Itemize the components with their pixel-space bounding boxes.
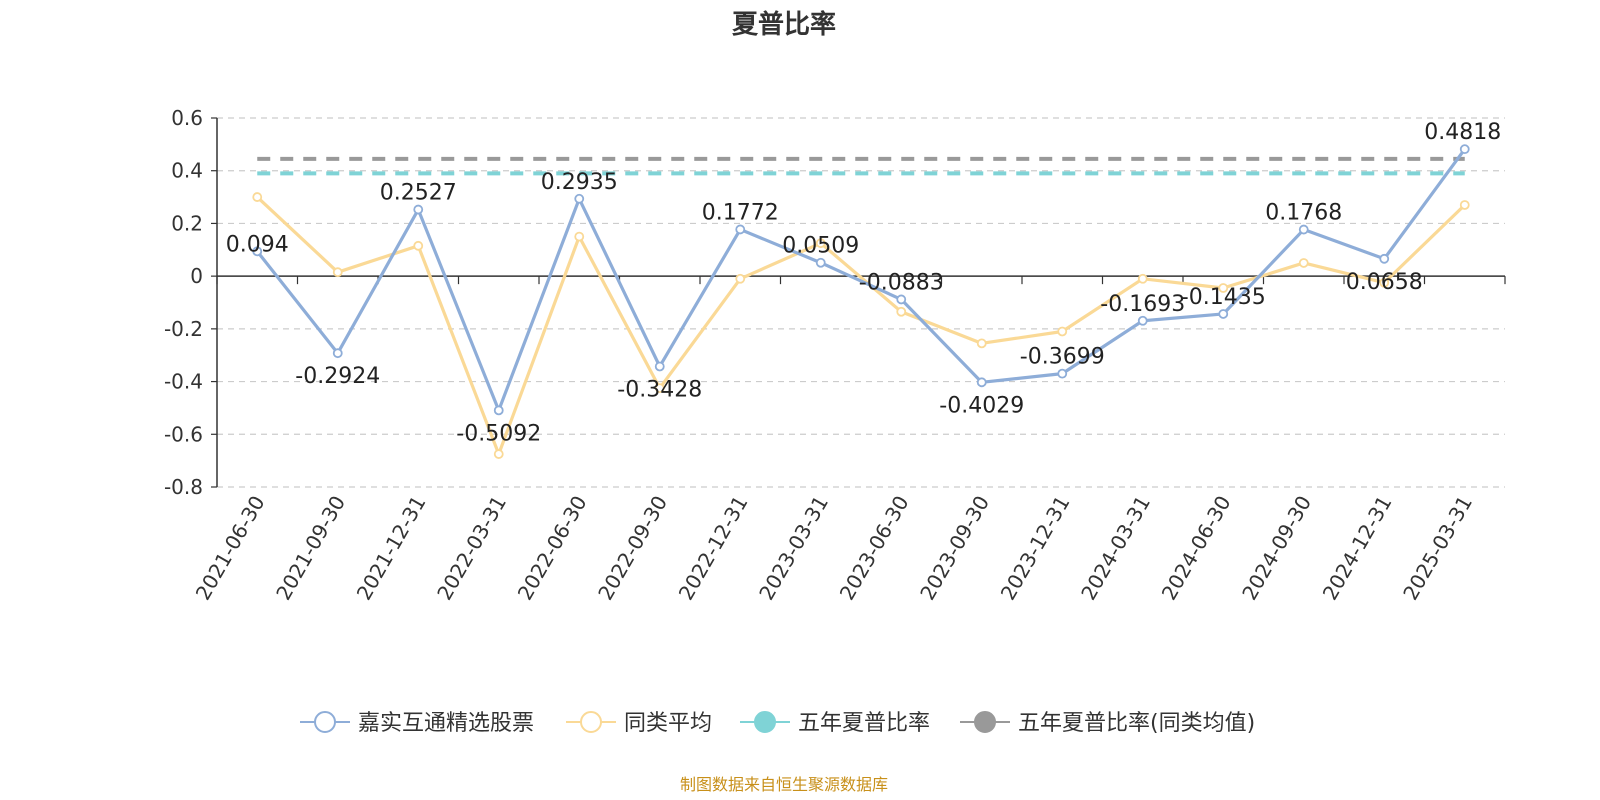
data-point [654,383,665,394]
legend-label: 同类平均 [624,711,712,736]
reference-lines [257,156,1465,176]
legend-item[interactable]: 五年夏普比率(同类均值) [960,711,1255,736]
grid-lines [217,117,1505,488]
data-point [1459,144,1470,155]
x-tick-label: 2025-03-31 [1398,492,1477,605]
x-tick-label: 2023-09-30 [915,492,994,605]
data-point [896,306,907,317]
y-tick-label: 0.2 [171,211,203,235]
legend-marker [314,711,336,733]
data-point [1379,253,1390,264]
data-point [1379,277,1390,288]
x-tick-label: 2021-09-30 [271,492,350,605]
x-tick-label: 2024-06-30 [1157,492,1236,605]
x-tick-label: 2022-09-30 [593,492,672,605]
legend-marker [974,711,996,733]
x-tick-label: 2022-12-31 [674,492,753,605]
y-axis: 0.6 0.4 0.2 0 -0.2 -0.4 -0.6 -0.8 [164,106,218,499]
y-tick-label: -0.4 [164,370,203,394]
x-tick-label: 2022-03-31 [432,492,511,605]
x-tick-label: 2024-12-31 [1318,492,1397,605]
data-label: -0.3699 [1020,345,1105,370]
data-point [332,348,343,359]
legend-item[interactable]: 嘉实互通精选股票 [300,711,534,736]
data-labels: 0.094 -0.2924 0.2527 -0.5092 0.2935 -0.3428 0.… [226,120,1501,446]
y-tick-label: -0.2 [164,317,203,341]
y-tick-label: -0.6 [164,422,203,446]
data-point [493,449,504,459]
data-point [976,377,987,388]
legend-label: 五年夏普比率(同类均值) [1018,711,1255,736]
x-axis: 2021-06-30 2021-09-30 2021-12-31 2022-03-31… [191,275,1506,605]
x-tick-label: 2024-03-31 [1076,492,1155,605]
data-point [413,240,424,251]
data-label: 0.1768 [1265,201,1342,226]
data-label: -0.2924 [295,364,380,389]
data-point [1298,224,1309,235]
legend-item[interactable]: 五年夏普比率 [740,711,930,736]
y-tick-label: 0 [190,264,203,288]
data-point [1218,309,1229,319]
data-label: 0.094 [226,232,289,257]
legend-marker [754,711,776,733]
series-line [255,148,1467,412]
data-point [735,224,746,235]
data-point [574,231,585,242]
data-point [735,273,746,284]
data-label: -0.0883 [859,270,944,295]
data-label: 0.2935 [541,170,618,195]
legend[interactable]: 嘉实互通精选股票 同类平均 五年夏普比率 五年夏普比率(同类均值) [300,711,1255,736]
x-tick-label: 2021-12-31 [352,492,431,605]
legend-marker [580,711,602,733]
legend-item[interactable]: 同类平均 [566,711,712,736]
data-label: -0.3428 [617,377,702,402]
data-point [413,204,424,215]
chart-title: 夏普比率 [732,9,836,40]
data-point [252,246,263,257]
data-point [493,405,504,416]
data-point [1218,283,1229,293]
y-tick-label: -0.8 [164,475,203,499]
series-line [256,195,1466,456]
y-tick-label: 0.4 [171,159,203,183]
legend-label: 嘉实互通精选股票 [358,711,534,736]
legend-label: 五年夏普比率 [798,711,930,736]
data-point [976,338,987,349]
x-tick-label: 2024-09-30 [1237,492,1316,605]
data-point [654,361,665,372]
data-point [896,294,907,305]
data-point [574,193,585,204]
data-label: 0.1772 [702,200,779,225]
data-label: 0.4818 [1424,120,1501,145]
data-point [1057,368,1068,379]
data-point [332,267,343,278]
data-point [815,257,826,268]
x-tick-label: 2023-06-30 [835,492,914,605]
series-lines [252,144,1470,459]
y-tick-label: 0.6 [171,106,203,130]
data-point [252,192,263,202]
data-point [815,238,826,249]
source-note: 制图数据来自恒生聚源数据库 [680,775,888,794]
x-tick-label: 2023-03-31 [754,492,833,605]
data-point [1137,273,1148,284]
data-point [1459,200,1470,210]
data-point [1298,258,1309,268]
x-tick-label: 2021-06-30 [191,492,270,605]
data-label: 0.2527 [380,181,457,206]
x-tick-label: 2022-06-30 [513,492,592,605]
data-label: 0.0658 [1346,270,1423,295]
data-label: -0.5092 [456,421,541,446]
data-point [1057,326,1068,337]
data-label: -0.1693 [1100,292,1185,317]
x-tick-label: 2023-12-31 [996,492,1075,605]
data-label: 0.0509 [782,234,859,259]
data-label: -0.1435 [1181,285,1266,310]
data-point [1137,315,1148,326]
data-label: -0.4029 [939,393,1024,418]
